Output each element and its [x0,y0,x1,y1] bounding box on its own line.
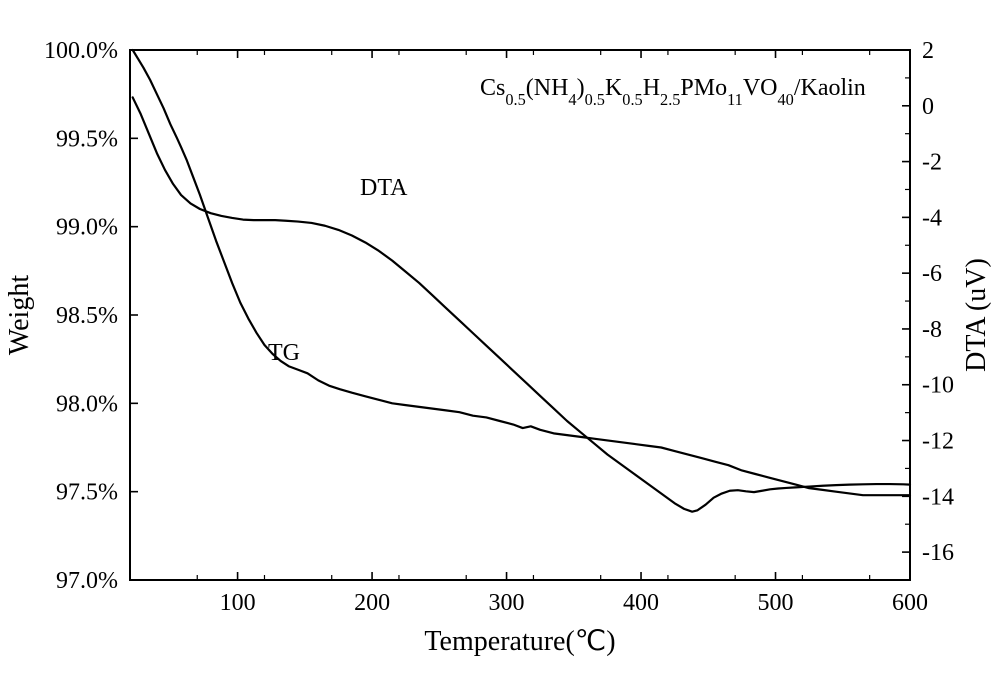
formula-title: Cs0.5(NH4)0.5K0.5H2.5PMo11VO40/Kaolin [480,75,866,109]
y-right-tick-label: -6 [922,261,942,287]
y-left-tick-label: 97.0% [56,568,118,594]
y-right-tick-label: -12 [922,429,954,455]
y-right-tick-label: 2 [922,38,934,64]
x-tick-label: 300 [489,590,525,616]
x-tick-label: 600 [892,590,928,616]
x-tick-label: 100 [220,590,256,616]
tg-dta-chart: 100 200 300 400 500 600 Temperature(℃) 97.0% 97.… [0,0,1000,676]
y-right-tick-label: -16 [922,540,954,566]
tg-curve [133,50,910,495]
y-left-tick-label: 98.0% [56,391,118,417]
y-left-axis-label: Weight [4,275,35,355]
x-tick-label: 200 [354,590,390,616]
tg-series-label: TG [268,340,300,366]
y-right-tick-label: -14 [922,484,954,510]
y-left-tick-label: 97.5% [56,480,118,506]
y-right-tick-label: -4 [922,205,942,231]
y-right-tick-label: -10 [922,373,954,399]
y-left-tick-label: 100.0% [44,38,118,64]
y-left-tick-label: 99.5% [56,126,118,152]
y-right-tick-label: 0 [922,94,934,120]
y-right-axis-label: DTA (uV) [961,258,992,372]
x-tick-label: 500 [758,590,794,616]
y-right-tick-label: -8 [922,317,942,343]
y-left-tick-label: 98.5% [56,303,118,329]
x-axis-label: Temperature(℃) [424,626,615,657]
dta-curve [133,97,910,511]
y-left-tick-label: 99.0% [56,215,118,241]
dta-series-label: DTA [360,175,408,201]
x-tick-label: 400 [623,590,659,616]
y-right-tick-label: -2 [922,150,942,176]
